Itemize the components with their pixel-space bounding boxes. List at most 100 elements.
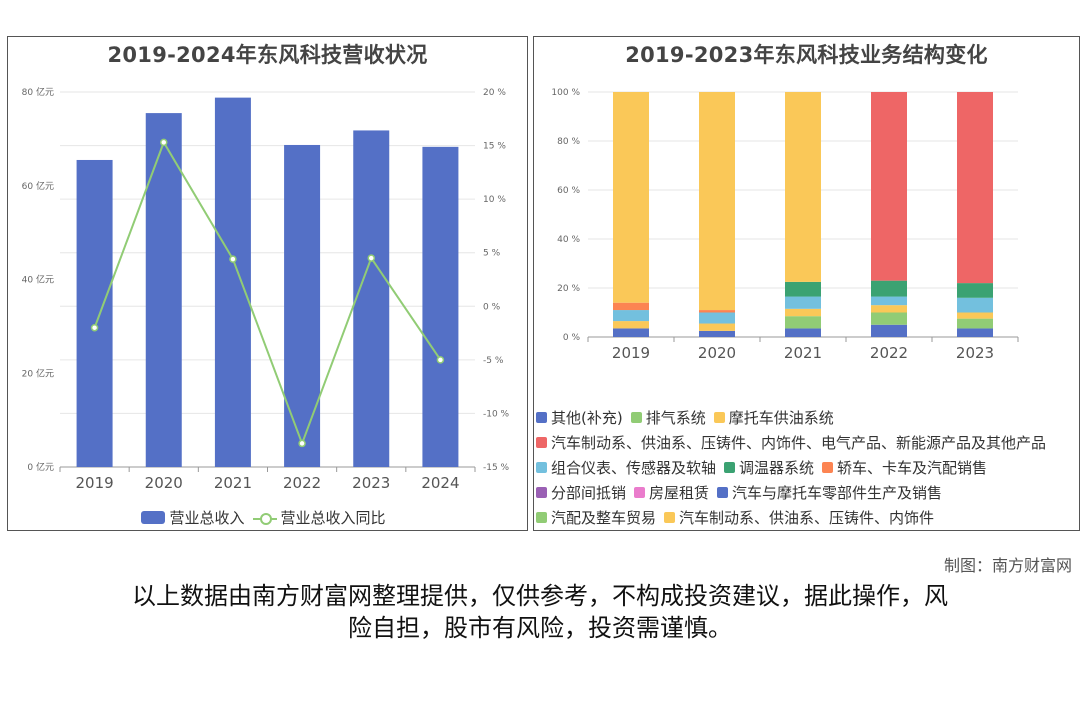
legend-label: 汽车制动系、供油系、压铸件、内饰件: [679, 509, 935, 527]
yoy-point: [298, 439, 306, 448]
legend-label: 汽车与摩托车零部件生产及销售: [732, 484, 943, 502]
legend-item[interactable]: 组合仪表、传感器及软轴: [536, 457, 716, 478]
legend-swatch-icon: [536, 412, 547, 423]
legend-label: 汽车制动系、供油系、压铸件、内饰件、电气产品、新能源产品及其他产品: [551, 434, 1047, 452]
x-tick-label: 2020: [145, 474, 183, 492]
y-tick: 20 %: [557, 284, 580, 294]
legend-swatch-icon: [630, 412, 642, 423]
y-left-tick: 80 亿元: [22, 86, 54, 98]
legend-label: 轿车、卡车及汽配销售: [837, 459, 988, 477]
stacked-segment: [785, 308, 821, 317]
bar-swatch-icon: [141, 511, 166, 524]
legend-swatch-icon: [724, 462, 736, 473]
legend-item[interactable]: 调温器系统: [724, 457, 814, 478]
x-tick-label: 2022: [283, 474, 321, 492]
stacked-segment: [871, 92, 907, 281]
chart-credit: 制图：南方财富网: [943, 556, 1072, 575]
revenue-chart: 0 亿元 20 亿元 40 亿元 60 亿元 80 亿元 -15 % -10 % -5 % 0 …: [22, 86, 510, 492]
revenue-bar: [76, 159, 113, 467]
legend-swatch-icon: [536, 462, 547, 473]
business-structure-chart: 0 % 20 % 40 % 60 % 80 % 100 % 2019 2020 2021 2022…: [551, 88, 1019, 362]
y-right-tick: -15 %: [483, 463, 510, 473]
stacked-segment: [613, 328, 649, 337]
legend-label: 排气系统: [645, 409, 706, 427]
legend-label: 分部间抵销: [551, 484, 627, 502]
x-tick-label: 2021: [214, 474, 252, 492]
yoy-point: [229, 255, 237, 263]
stacked-segment: [699, 92, 735, 311]
legend-label: 摩托车供油系统: [728, 409, 834, 427]
legend-row: 分部间抵销 房屋租赁 汽车与摩托车零部件生产及销售: [536, 482, 950, 503]
y-tick: 60 %: [557, 186, 580, 196]
revenue-chart-panel: 2019-2024年东风科技营收状况 0 亿元 20 亿元 40 亿元 60 亿元 80…: [7, 36, 528, 531]
stacked-segment: [957, 283, 993, 298]
legend-label: 调温器系统: [739, 459, 815, 477]
stacked-segment: [957, 312, 993, 319]
legend-item[interactable]: 其他(补充): [536, 407, 623, 428]
legend-item-revenue[interactable]: 营业总收入: [141, 507, 245, 528]
y-right-tick: 10 %: [483, 195, 506, 205]
legend-swatch-icon: [634, 487, 646, 498]
yoy-point: [367, 254, 375, 262]
stacked-segment: [613, 302, 649, 311]
stacked-segment: [785, 92, 821, 282]
legend-item-revenue-yoy[interactable]: 营业总收入同比: [252, 507, 386, 528]
stacked-segment: [871, 312, 907, 325]
legend-item[interactable]: 排气系统: [630, 407, 706, 428]
business-structure-title: 2019-2023年东风科技业务结构变化: [625, 43, 988, 67]
disclaimer-line-2: 险自担，股市有风险，投资需谨慎。: [348, 614, 732, 642]
legend-label: 其他(补充): [551, 409, 623, 427]
y-right-tick: 5 %: [483, 249, 501, 259]
x-tick-label: 2019: [75, 474, 113, 492]
x-tick-label: 2023: [956, 344, 994, 362]
stacked-segment: [785, 328, 821, 337]
stacked-segment: [699, 330, 735, 337]
stacked-segment: [871, 324, 907, 337]
legend-row: 汽配及整车贸易 汽车制动系、供油系、压铸件、内饰件: [536, 507, 942, 528]
revenue-chart-legend: 营业总收入 营业总收入同比: [8, 507, 527, 528]
legend-row: 组合仪表、传感器及软轴 调温器系统 轿车、卡车及汽配销售: [536, 457, 995, 478]
legend-label: 汽配及整车贸易: [551, 509, 657, 527]
legend-item[interactable]: 摩托车供油系统: [713, 407, 834, 428]
legend-item[interactable]: 房屋租赁: [634, 482, 709, 503]
legend-item[interactable]: 汽车制动系、供油系、压铸件、内饰件、电气产品、新能源产品及其他产品: [536, 432, 1046, 453]
stacked-segment: [613, 92, 649, 303]
y-left-tick: 60 亿元: [22, 180, 54, 192]
stacked-segment: [785, 281, 821, 297]
revenue-chart-title: 2019-2024年东风科技营收状况: [107, 43, 428, 67]
yoy-line: [93, 140, 442, 447]
revenue-bar: [214, 97, 251, 467]
legend-label: 营业总收入: [169, 509, 245, 527]
yoy-point: [436, 356, 445, 364]
legend-item[interactable]: 轿车、卡车及汽配销售: [822, 457, 987, 478]
legend-item[interactable]: 汽配及整车贸易: [536, 507, 656, 528]
stacked-segment: [785, 296, 821, 309]
legend-item[interactable]: 汽车制动系、供油系、压铸件、内饰件: [664, 507, 934, 528]
legend-item[interactable]: 汽车与摩托车零部件生产及销售: [717, 482, 942, 503]
legend-label: 房屋租赁: [649, 484, 710, 502]
x-tick-label: 2021: [784, 344, 822, 362]
y-right-tick: 0 %: [483, 302, 501, 312]
legend-swatch-icon: [664, 512, 676, 523]
legend-item[interactable]: 分部间抵销: [536, 482, 626, 503]
legend-swatch-icon: [717, 487, 729, 498]
x-tick-label: 2023: [352, 474, 390, 492]
x-tick-label: 2024: [421, 474, 459, 492]
legend-row: 汽车制动系、供油系、压铸件、内饰件、电气产品、新能源产品及其他产品: [536, 432, 1054, 453]
legend-label: 营业总收入同比: [280, 509, 386, 527]
legend-swatch-icon: [822, 462, 834, 473]
stacked-segment: [871, 280, 907, 297]
y-right-tick: 20 %: [483, 88, 506, 98]
y-tick: 0 %: [563, 333, 581, 343]
revenue-bar: [353, 130, 390, 467]
y-right-tick: 15 %: [483, 142, 506, 152]
y-tick: 100 %: [551, 88, 580, 98]
stacked-segment: [699, 312, 735, 324]
legend-swatch-icon: [536, 487, 547, 498]
revenue-bar: [284, 144, 321, 467]
legend-row: 其他(补充) 排气系统 摩托车供油系统: [536, 407, 842, 428]
revenue-bar: [145, 113, 182, 467]
y-left-tick: 40 亿元: [22, 274, 54, 286]
legend-swatch-icon: [536, 437, 547, 448]
legend-swatch-icon: [536, 512, 547, 523]
